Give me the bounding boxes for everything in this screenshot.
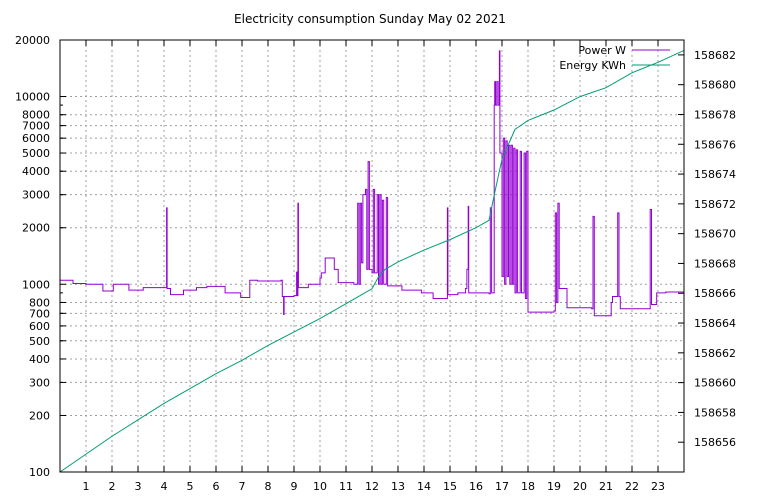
legend-label: Power W bbox=[578, 44, 626, 57]
y-right-tick-label: 158682 bbox=[694, 49, 736, 62]
y-left-tick-label: 700 bbox=[29, 307, 50, 320]
y-left-tick-label: 2000 bbox=[22, 222, 50, 235]
x-tick-label: 18 bbox=[521, 480, 535, 493]
y-right-tick-label: 158662 bbox=[694, 347, 736, 360]
x-tick-label: 6 bbox=[213, 480, 220, 493]
axis-ticks: 1 2 3 4 5 6 7 8 9 10 11 12 13 14 15 16 17 18 19 20 21 22 23100… bbox=[15, 34, 736, 493]
y-left-tick-label: 500 bbox=[29, 335, 50, 348]
y-right-tick-label: 158676 bbox=[694, 138, 736, 151]
x-tick-label: 21 bbox=[599, 480, 613, 493]
x-tick-label: 4 bbox=[161, 480, 168, 493]
x-tick-label: 1 bbox=[83, 480, 90, 493]
y-left-tick-label: 1000 bbox=[22, 278, 50, 291]
x-tick-label: 23 bbox=[651, 480, 665, 493]
y-left-tick-label: 800 bbox=[29, 296, 50, 309]
y-left-tick-label: 20000 bbox=[15, 34, 50, 47]
y-left-tick-label: 7000 bbox=[22, 120, 50, 133]
y-left-tick-label: 100 bbox=[29, 466, 50, 479]
legend: Power W Energy KWh bbox=[559, 44, 670, 72]
x-tick-label: 14 bbox=[417, 480, 431, 493]
x-tick-label: 7 bbox=[239, 480, 246, 493]
y-right-tick-label: 158660 bbox=[694, 377, 736, 390]
y-left-tick-label: 600 bbox=[29, 320, 50, 333]
y-right-tick-label: 158658 bbox=[694, 406, 736, 419]
y-right-tick-label: 158656 bbox=[694, 436, 736, 449]
y-right-tick-label: 158666 bbox=[694, 287, 736, 300]
x-tick-label: 12 bbox=[365, 480, 379, 493]
y-left-tick-label: 200 bbox=[29, 409, 50, 422]
y-right-tick-label: 158668 bbox=[694, 257, 736, 270]
x-tick-label: 19 bbox=[547, 480, 561, 493]
x-tick-label: 13 bbox=[391, 480, 405, 493]
x-tick-label: 11 bbox=[339, 480, 353, 493]
x-tick-label: 16 bbox=[469, 480, 483, 493]
y-left-tick-label: 400 bbox=[29, 353, 50, 366]
y-right-tick-label: 158680 bbox=[694, 79, 736, 92]
y-left-tick-label: 300 bbox=[29, 376, 50, 389]
x-tick-label: 22 bbox=[625, 480, 639, 493]
y-left-tick-label: 5000 bbox=[22, 147, 50, 160]
x-tick-label: 9 bbox=[291, 480, 298, 493]
y-left-tick-label: 8000 bbox=[22, 109, 50, 122]
x-tick-label: 10 bbox=[313, 480, 327, 493]
legend-label: Energy KWh bbox=[559, 59, 626, 72]
y-right-tick-label: 158672 bbox=[694, 198, 736, 211]
y-right-tick-label: 158674 bbox=[694, 168, 736, 181]
series-layer bbox=[59, 49, 685, 473]
series-line-energy-kwh bbox=[59, 49, 685, 473]
y-right-tick-label: 158664 bbox=[694, 317, 736, 330]
x-tick-label: 2 bbox=[109, 480, 116, 493]
x-tick-label: 15 bbox=[443, 480, 457, 493]
y-left-tick-label: 4000 bbox=[22, 165, 50, 178]
x-tick-label: 20 bbox=[573, 480, 587, 493]
x-tick-label: 17 bbox=[495, 480, 509, 493]
y-left-tick-label: 6000 bbox=[22, 132, 50, 145]
x-tick-label: 8 bbox=[265, 480, 272, 493]
x-tick-label: 5 bbox=[187, 480, 194, 493]
chart-title: Electricity consumption Sunday May 02 20… bbox=[234, 12, 506, 26]
x-tick-label: 3 bbox=[135, 480, 142, 493]
y-right-tick-label: 158670 bbox=[694, 228, 736, 241]
y-left-tick-label: 3000 bbox=[22, 189, 50, 202]
y-left-tick-label: 10000 bbox=[15, 91, 50, 104]
grid bbox=[60, 40, 684, 472]
series-line-power-w bbox=[60, 50, 684, 317]
y-right-tick-label: 158678 bbox=[694, 108, 736, 121]
